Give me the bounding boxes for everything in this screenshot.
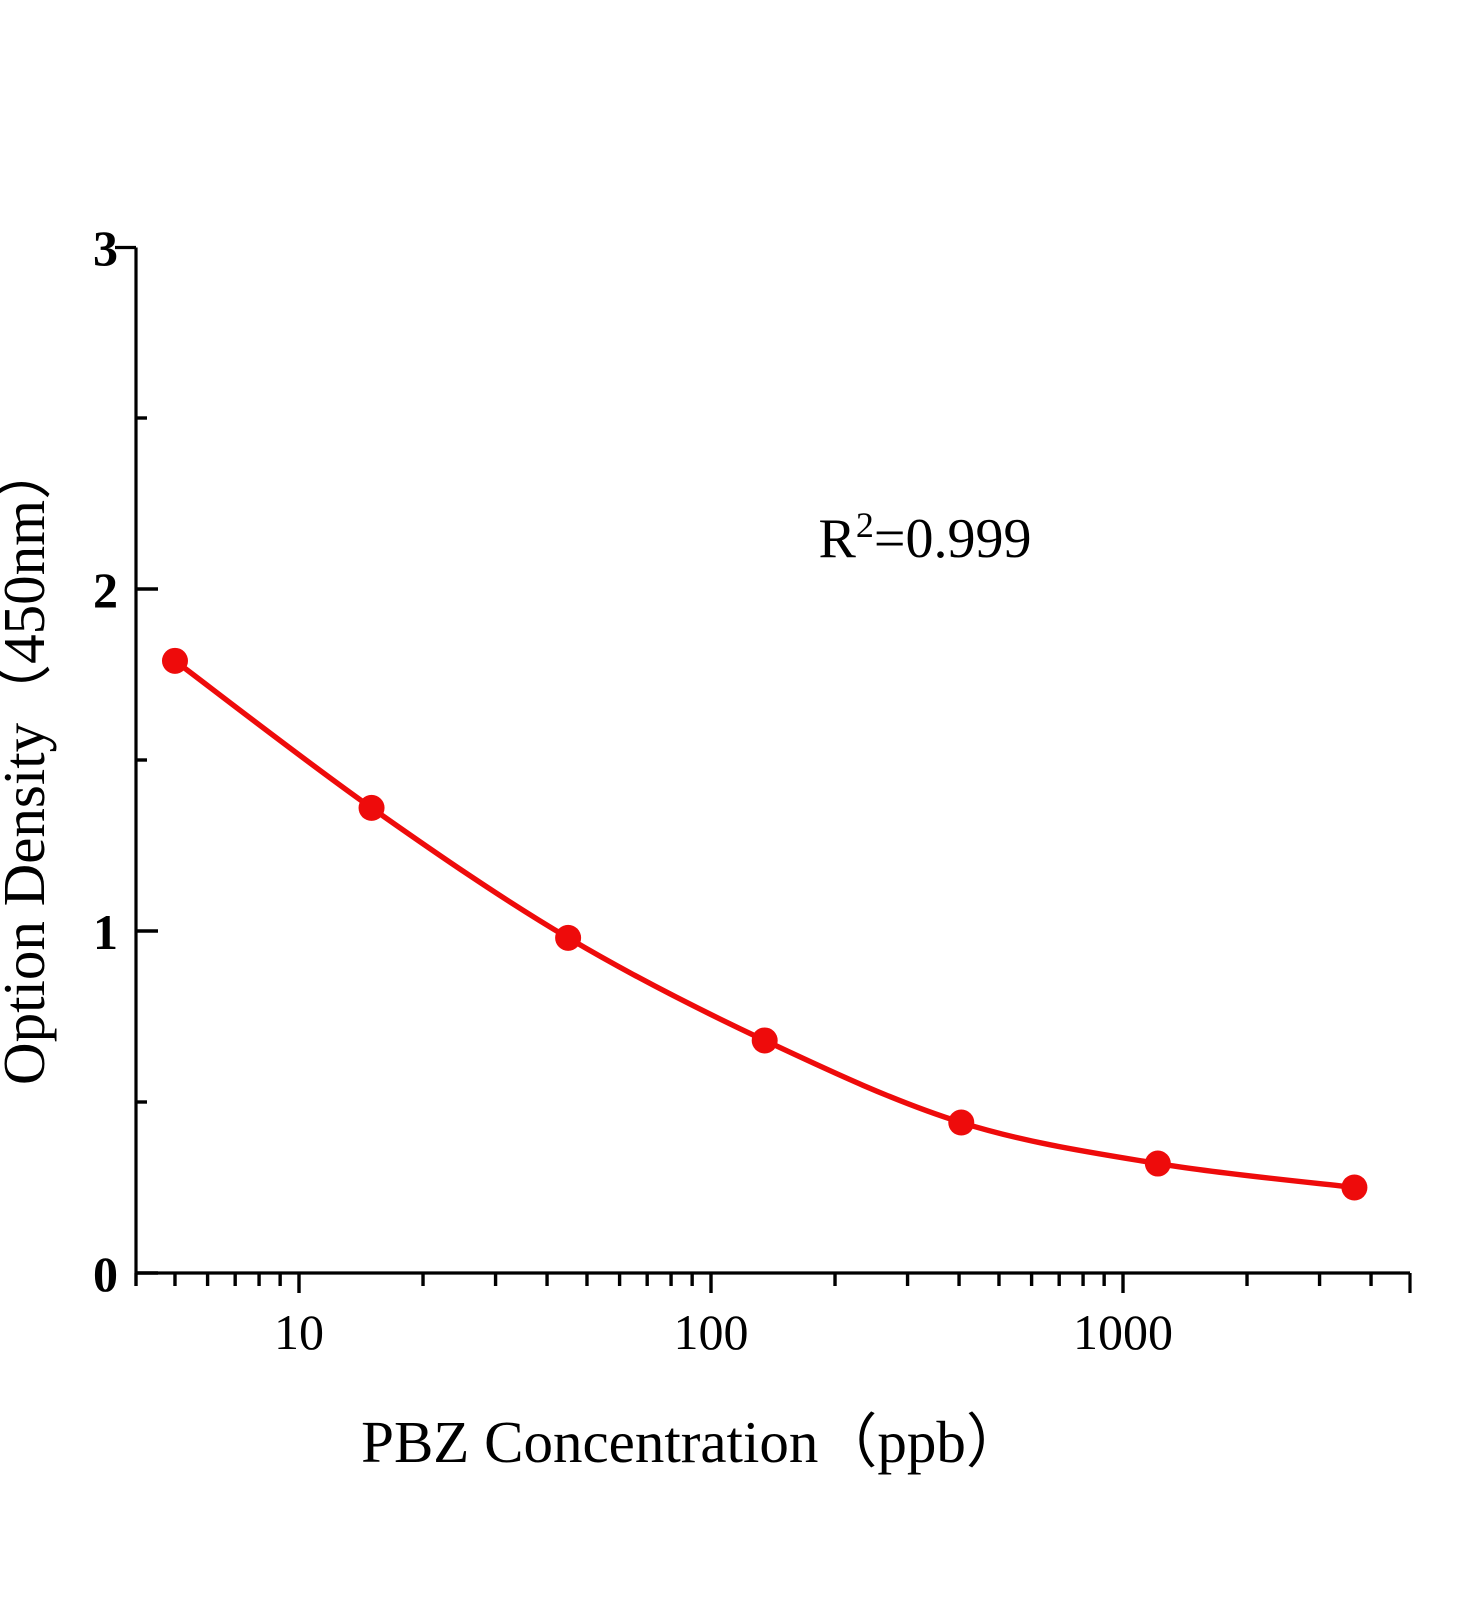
svg-text:PBZ Concentration（ppb）: PBZ Concentration（ppb） xyxy=(361,1409,1025,1475)
svg-text:10: 10 xyxy=(274,1304,324,1360)
svg-text:0: 0 xyxy=(93,1246,118,1302)
svg-text:1: 1 xyxy=(93,904,118,960)
svg-text:2: 2 xyxy=(93,562,118,618)
svg-text:Option Density（450nm）: Option Density（450nm） xyxy=(0,441,57,1085)
svg-text:1000: 1000 xyxy=(1073,1304,1173,1360)
svg-text:3: 3 xyxy=(93,220,118,276)
svg-text:R2=0.999: R2=0.999 xyxy=(819,505,1032,570)
svg-text:100: 100 xyxy=(674,1304,749,1360)
